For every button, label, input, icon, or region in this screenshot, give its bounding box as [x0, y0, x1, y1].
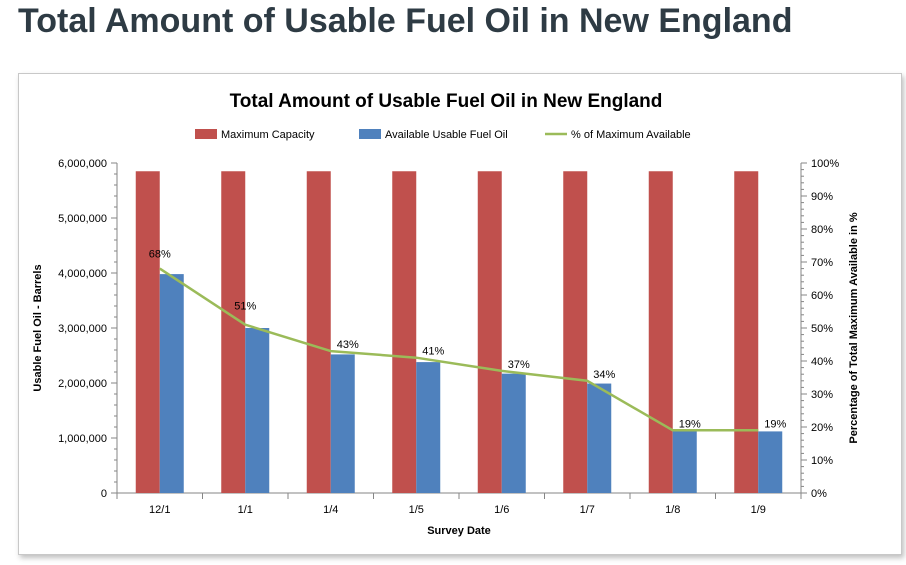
bar-maximum-capacity	[135, 171, 160, 493]
bar-available-fuel-oil	[758, 431, 783, 493]
percent-data-label: 41%	[422, 346, 444, 358]
chart-frame: Total Amount of Usable Fuel Oil in New E…	[18, 73, 902, 555]
y2-tick-label: 20%	[811, 422, 833, 434]
y-tick-label: 4,000,000	[58, 268, 107, 280]
x-tick-label: 1/1	[238, 504, 253, 516]
y2-tick-label: 100%	[811, 158, 839, 170]
y2-tick-label: 40%	[811, 356, 833, 368]
x-tick-label: 1/6	[494, 504, 509, 516]
y-tick-label: 2,000,000	[58, 378, 107, 390]
y2-tick-label: 30%	[811, 389, 833, 401]
percent-data-label: 34%	[593, 369, 615, 381]
legend-swatch	[195, 129, 217, 139]
bar-available-fuel-oil	[416, 362, 441, 493]
x-tick-label: 12/1	[149, 504, 170, 516]
slide-title: Total Amount of Usable Fuel Oil in New E…	[18, 2, 793, 40]
y2-tick-label: 0%	[811, 488, 827, 500]
bar-maximum-capacity	[648, 171, 673, 493]
y-tick-label: 0	[101, 488, 107, 500]
x-tick-label: 1/9	[751, 504, 766, 516]
y2-tick-label: 80%	[811, 224, 833, 236]
fuel-oil-chart: Total Amount of Usable Fuel Oil in New E…	[32, 91, 860, 537]
bar-maximum-capacity	[221, 171, 246, 493]
bar-available-fuel-oil	[587, 383, 612, 493]
legend-label: Maximum Capacity	[221, 129, 315, 141]
bar-maximum-capacity	[563, 171, 588, 493]
chart-title: Total Amount of Usable Fuel Oil in New E…	[230, 91, 663, 112]
bar-available-fuel-oil	[159, 274, 184, 493]
bar-available-fuel-oil	[330, 354, 355, 493]
y2-tick-label: 60%	[811, 290, 833, 302]
bar-available-fuel-oil	[501, 373, 526, 493]
y2-tick-label: 90%	[811, 191, 833, 203]
x-axis-title: Survey Date	[427, 525, 491, 537]
bar-available-fuel-oil	[245, 328, 270, 493]
bar-available-fuel-oil	[672, 431, 697, 493]
y-axis-title: Usable Fuel Oil - Barrels	[32, 264, 44, 391]
y-tick-label: 1,000,000	[58, 433, 107, 445]
percent-data-label: 51%	[234, 301, 256, 313]
y2-tick-label: 50%	[811, 323, 833, 335]
y-tick-label: 5,000,000	[58, 213, 107, 225]
y2-tick-label: 10%	[811, 455, 833, 467]
y2-tick-label: 70%	[811, 257, 833, 269]
bar-maximum-capacity	[392, 171, 417, 493]
percent-data-label: 43%	[337, 339, 359, 351]
bar-maximum-capacity	[306, 171, 331, 493]
legend-swatch	[359, 129, 381, 139]
percent-data-label: 19%	[764, 418, 786, 430]
legend-label: Available Usable Fuel Oil	[385, 129, 508, 141]
x-tick-label: 1/4	[323, 504, 338, 516]
legend: Maximum Capacity Available Usable Fuel Oi…	[195, 129, 691, 141]
percent-data-label: 19%	[679, 418, 701, 430]
percent-data-label: 37%	[508, 359, 530, 371]
bars	[135, 171, 783, 493]
axes: 0 1,000,000 2,000,000 3,000,000 4,000,000 5,0…	[58, 158, 839, 516]
y-tick-label: 6,000,000	[58, 158, 107, 170]
percent-line-layer: 68% 51% 43% 41% 37% 34% 19% 19%	[149, 249, 786, 432]
x-tick-label: 1/5	[409, 504, 424, 516]
legend-label: % of Maximum Available	[571, 129, 691, 141]
bar-maximum-capacity	[734, 171, 759, 493]
x-tick-label: 1/8	[665, 504, 680, 516]
y2-axis-title: Percentage of Total Maximum Available in…	[848, 212, 860, 443]
y-tick-label: 3,000,000	[58, 323, 107, 335]
percent-data-label: 68%	[149, 249, 171, 261]
x-tick-label: 1/7	[580, 504, 595, 516]
bar-maximum-capacity	[477, 171, 502, 493]
percent-line	[159, 267, 759, 432]
